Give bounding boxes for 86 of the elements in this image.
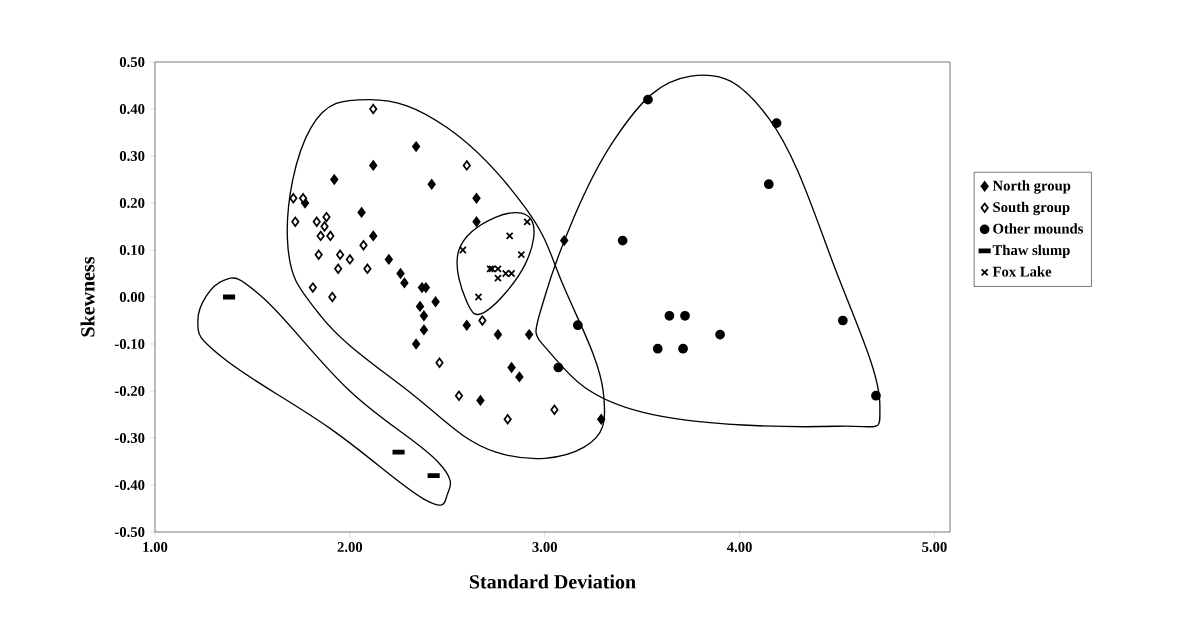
point — [462, 160, 471, 171]
legend-label: Other mounds — [993, 223, 1084, 234]
point — [493, 329, 503, 340]
x-tick-label: 5.00 — [922, 542, 947, 553]
point — [363, 263, 372, 274]
y-tick-label: -0.50 — [114, 527, 145, 537]
point — [550, 404, 559, 415]
point — [478, 315, 487, 326]
y-tick-label: -0.30 — [114, 433, 145, 443]
point — [560, 235, 569, 246]
point — [517, 250, 526, 259]
y-tick-label: 0.20 — [119, 198, 145, 208]
y-axis-title: Skewness — [80, 256, 95, 337]
point — [476, 395, 485, 406]
point — [462, 320, 471, 331]
y-tick-label: 0.50 — [119, 57, 145, 67]
y-tick-label: 0.00 — [119, 292, 145, 302]
legend-label: South group — [993, 201, 1070, 216]
point — [427, 179, 436, 190]
point — [458, 246, 467, 254]
point — [412, 338, 421, 350]
point — [326, 230, 335, 242]
legend-label: Fox Lake — [992, 266, 1052, 277]
point — [316, 230, 325, 242]
point — [369, 160, 378, 171]
point — [412, 141, 421, 152]
point — [320, 221, 329, 232]
point — [515, 371, 524, 383]
point — [837, 315, 848, 326]
point — [308, 282, 317, 293]
x-axis-title: Standard Deviation — [469, 574, 636, 589]
point — [369, 230, 378, 242]
point — [617, 235, 628, 246]
point — [345, 254, 354, 265]
point — [396, 268, 405, 279]
point — [359, 240, 368, 251]
point — [643, 94, 653, 105]
legend-label: North group — [992, 180, 1071, 194]
point — [553, 362, 564, 373]
point — [472, 193, 481, 204]
point — [715, 329, 725, 340]
point — [322, 211, 331, 223]
point — [369, 103, 378, 115]
point — [415, 301, 425, 312]
legend-label: Thaw slump — [992, 244, 1070, 259]
point — [435, 357, 444, 368]
y-tick-label: 0.10 — [119, 245, 145, 255]
point — [525, 329, 534, 340]
x-tick-label: 2.00 — [337, 542, 363, 553]
point — [400, 277, 409, 289]
point — [678, 343, 688, 354]
point — [336, 249, 345, 260]
point — [572, 320, 583, 331]
point — [523, 217, 532, 226]
point — [652, 343, 663, 354]
point — [472, 216, 481, 227]
x-tick-label: 3.00 — [532, 542, 557, 553]
x-tick-label: 1.00 — [143, 542, 168, 553]
point — [431, 296, 440, 307]
point — [384, 254, 393, 265]
point — [664, 310, 675, 321]
point — [291, 216, 300, 227]
point — [507, 362, 516, 373]
y-tick-label: 0.30 — [119, 151, 145, 161]
point — [357, 207, 366, 218]
point — [763, 179, 774, 190]
point — [871, 390, 881, 401]
point — [419, 310, 428, 321]
point — [328, 291, 337, 303]
y-tick-label: -0.10 — [114, 339, 145, 349]
point — [419, 324, 428, 336]
point — [597, 414, 606, 425]
y-tick-label: 0.40 — [119, 104, 145, 114]
point — [330, 174, 339, 185]
point — [289, 193, 298, 204]
point — [312, 216, 321, 227]
point — [314, 249, 323, 260]
point — [503, 414, 512, 425]
point — [334, 263, 343, 274]
point — [494, 274, 502, 283]
y-tick-label: -0.20 — [114, 386, 145, 396]
point — [771, 118, 782, 128]
x-tick-label: 4.00 — [726, 542, 752, 553]
point — [680, 310, 690, 321]
y-tick-label: -0.40 — [114, 480, 145, 490]
point — [454, 390, 464, 401]
